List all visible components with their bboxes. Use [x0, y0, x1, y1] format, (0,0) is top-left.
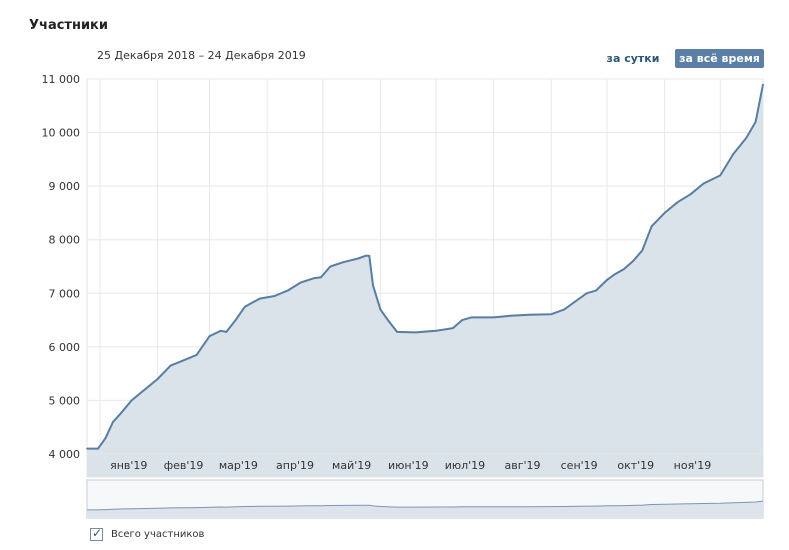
data-point — [372, 284, 374, 287]
data-point — [368, 255, 371, 257]
data-point — [286, 289, 289, 292]
data-point — [461, 319, 463, 321]
data-point — [169, 364, 172, 367]
x-tick-label: янв'19 — [110, 459, 147, 472]
data-point — [762, 83, 764, 86]
data-point — [732, 153, 735, 155]
data-point — [299, 281, 302, 284]
legend: ✓ Всего участников — [90, 526, 205, 541]
data-point — [632, 260, 634, 262]
data-point — [387, 319, 389, 321]
data-point — [244, 305, 246, 308]
data-point — [754, 121, 757, 123]
data-point — [492, 316, 495, 319]
data-point — [570, 303, 573, 305]
x-tick-label: окт'19 — [617, 459, 654, 472]
data-point — [550, 313, 553, 316]
data-point — [563, 308, 566, 311]
overview-navigator[interactable] — [86, 479, 764, 519]
x-tick-label: июл'19 — [445, 459, 485, 472]
data-point — [182, 359, 185, 362]
all-time-button[interactable]: за всё время — [675, 49, 764, 68]
x-tick-label: ноя'19 — [674, 459, 712, 472]
y-tick-label: 8 000 — [49, 234, 81, 247]
y-tick-label: 6 000 — [49, 341, 81, 354]
data-point — [273, 295, 276, 297]
data-point — [641, 249, 644, 252]
overview-area — [87, 501, 763, 518]
y-tick-label: 4 000 — [49, 448, 81, 461]
series-checkbox[interactable]: ✓ — [90, 526, 103, 541]
data-point — [225, 331, 228, 333]
data-point — [613, 273, 616, 276]
date-range: 25 Декабря 2018 – 24 Декабря 2019 — [97, 49, 306, 62]
data-point — [357, 257, 359, 260]
data-point — [208, 335, 211, 337]
overview-line — [87, 500, 764, 511]
per-day-button[interactable]: за сутки — [606, 52, 660, 65]
data-point — [414, 331, 417, 334]
data-point — [622, 268, 625, 271]
data-point — [234, 319, 237, 321]
data-point — [143, 388, 146, 391]
x-axis: янв'19 фев'19 мар'19 апр'19 май'19 июн'19 июл'… — [87, 453, 763, 472]
y-axis: 4 000 5 000 6 000 7 000 8 000 9 000 10 000 11 0… — [42, 73, 81, 461]
data-point — [258, 297, 261, 300]
y-tick-label: 7 000 — [49, 287, 81, 300]
data-point — [97, 447, 99, 450]
data-point — [219, 330, 222, 332]
data-point — [528, 313, 530, 316]
data-point — [663, 212, 666, 214]
data-point — [379, 308, 382, 311]
data-point — [364, 255, 367, 257]
y-tick-label: 5 000 — [49, 394, 81, 407]
data-point — [86, 447, 88, 450]
data-point — [650, 225, 653, 228]
checkmark-icon: ✓ — [92, 526, 103, 540]
data-point — [156, 378, 159, 380]
data-point — [719, 174, 722, 177]
data-point — [745, 137, 748, 139]
data-point — [104, 437, 107, 439]
x-tick-label: сен'19 — [561, 459, 598, 472]
x-tick-label: июн'19 — [388, 459, 429, 472]
data-point — [312, 277, 315, 280]
data-point — [195, 354, 198, 356]
data-point — [606, 279, 608, 281]
legend-label: Всего участников — [111, 529, 205, 540]
data-point — [320, 276, 322, 279]
chart-area — [86, 83, 764, 478]
y-tick-label: 9 000 — [49, 180, 81, 193]
y-tick-label: 10 000 — [42, 127, 81, 140]
y-tick-label: 11 000 — [42, 73, 81, 86]
data-point — [689, 193, 692, 195]
series-area — [87, 84, 763, 478]
page-title: Участники — [29, 18, 108, 33]
data-point — [119, 413, 122, 415]
data-point — [435, 330, 437, 332]
data-point — [585, 292, 588, 295]
data-point — [470, 316, 473, 319]
x-tick-label: фев'19 — [164, 459, 204, 472]
data-point — [702, 182, 705, 185]
data-point — [452, 327, 454, 329]
x-tick-label: мар'19 — [219, 459, 258, 472]
x-tick-label: авг'19 — [504, 459, 540, 472]
data-point — [130, 399, 133, 402]
x-tick-label: апр'19 — [276, 459, 314, 472]
data-point — [112, 421, 114, 423]
data-point — [676, 201, 679, 203]
data-point — [329, 265, 332, 268]
data-point — [595, 289, 597, 292]
data-point — [396, 331, 398, 333]
data-point — [509, 315, 512, 317]
x-tick-label: май'19 — [332, 459, 371, 472]
data-point — [342, 261, 345, 264]
